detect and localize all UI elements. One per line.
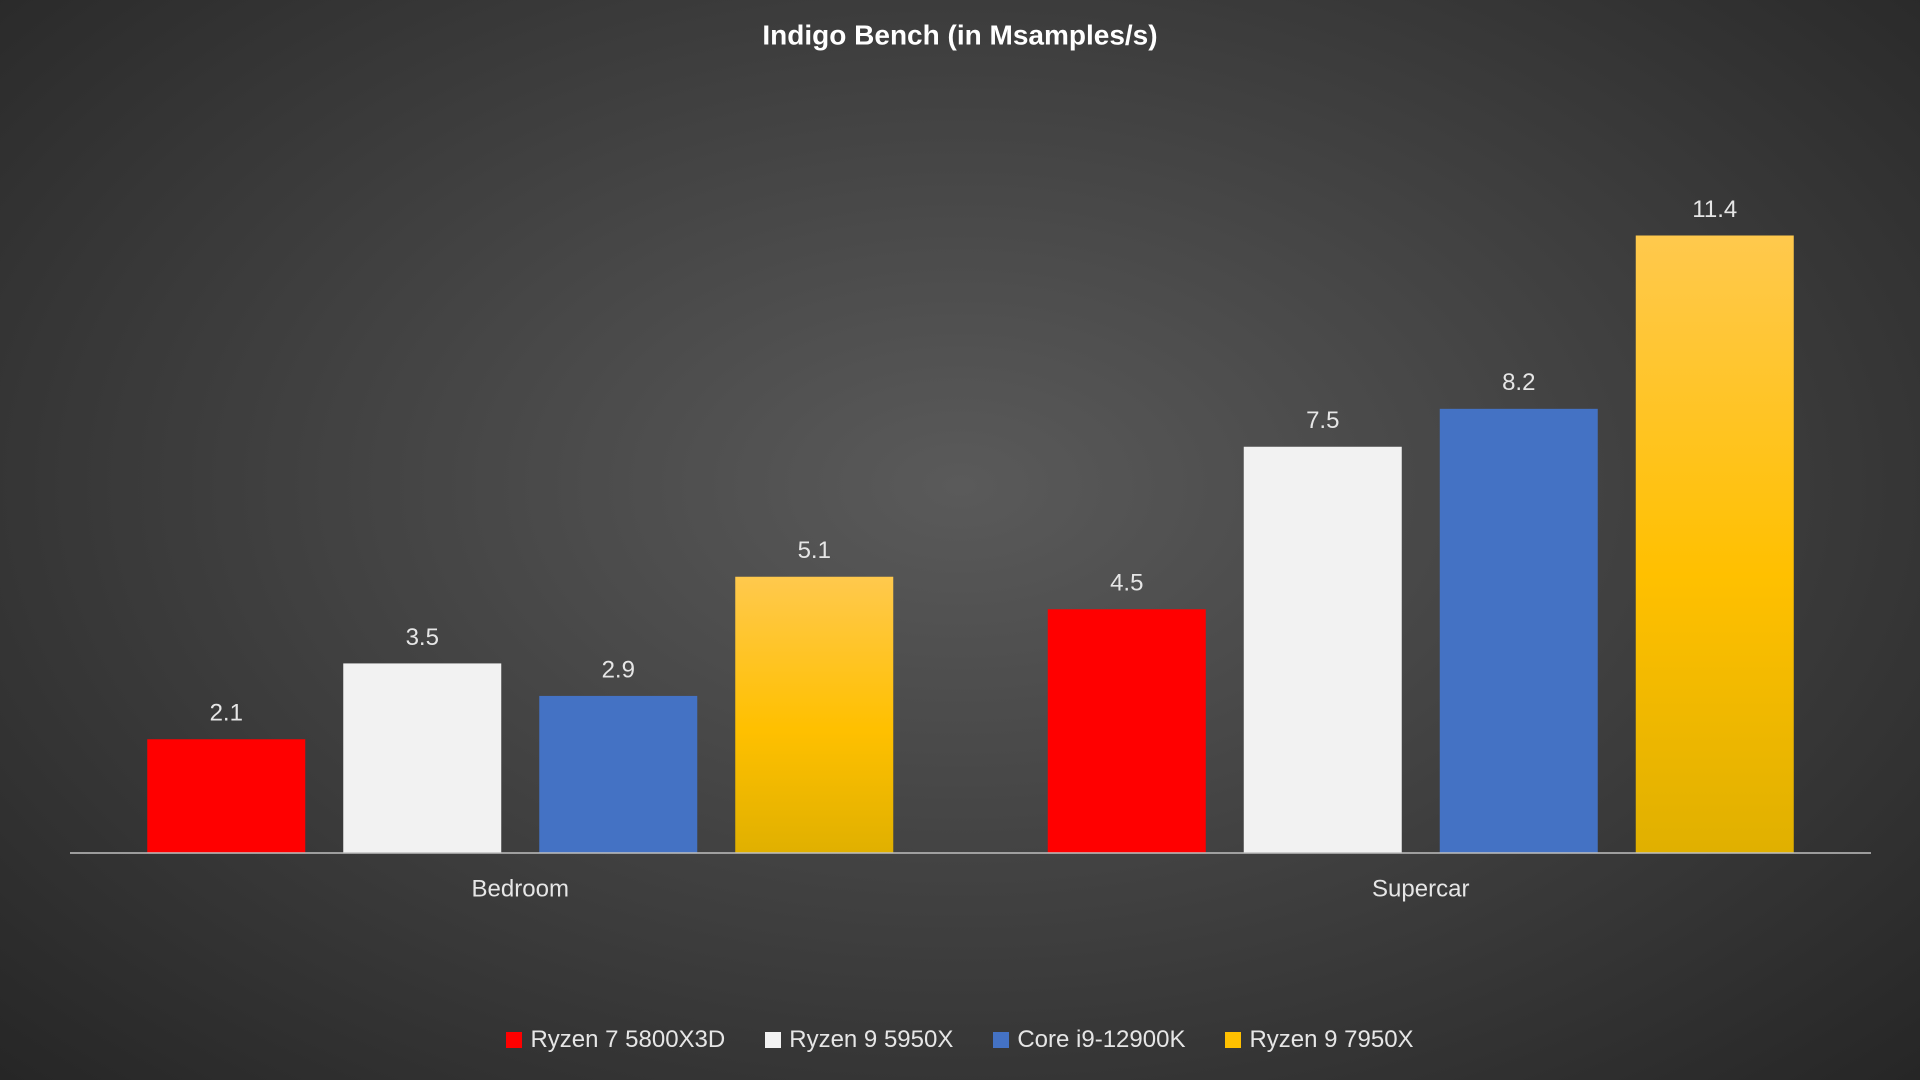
legend-item: Ryzen 7 5800X3D [506,1026,725,1054]
legend-item: Ryzen 9 7950X [1225,1026,1414,1054]
bar [539,695,698,853]
bar [735,576,894,853]
value-label: 11.4 [1692,196,1737,223]
value-label: 7.5 [1306,407,1339,434]
bar [1243,446,1402,853]
chart-title: Indigo Bench (in Msamples/s) [762,19,1157,50]
legend-item: Core i9-12900K [993,1026,1185,1054]
bar [147,739,306,853]
value-label: 2.1 [210,700,243,727]
legend-swatch [1225,1032,1242,1048]
legend: Ryzen 7 5800X3D Ryzen 9 5950X Core i9-1290… [0,1026,1920,1054]
legend-label: Ryzen 7 5800X3D [530,1026,726,1053]
value-label: 3.5 [406,624,439,651]
x-tick-label: Supercar [1372,875,1469,902]
legend-swatch [993,1032,1010,1048]
value-label: 4.5 [1110,570,1143,597]
legend-swatch [765,1032,782,1048]
legend-item: Ryzen 9 5950X [765,1026,953,1054]
bar [1439,408,1598,853]
bar [343,663,502,853]
bar [1047,609,1206,853]
legend-label: Ryzen 9 5950X [789,1026,954,1053]
legend-label: Ryzen 9 7950X [1249,1026,1414,1053]
x-tick-label: Bedroom [472,875,569,902]
legend-swatch [506,1032,523,1048]
legend-label: Core i9-12900K [1017,1026,1186,1053]
bar [1635,235,1794,853]
value-label: 5.1 [798,537,831,564]
value-label: 2.9 [602,656,635,683]
value-label: 8.2 [1502,369,1535,396]
